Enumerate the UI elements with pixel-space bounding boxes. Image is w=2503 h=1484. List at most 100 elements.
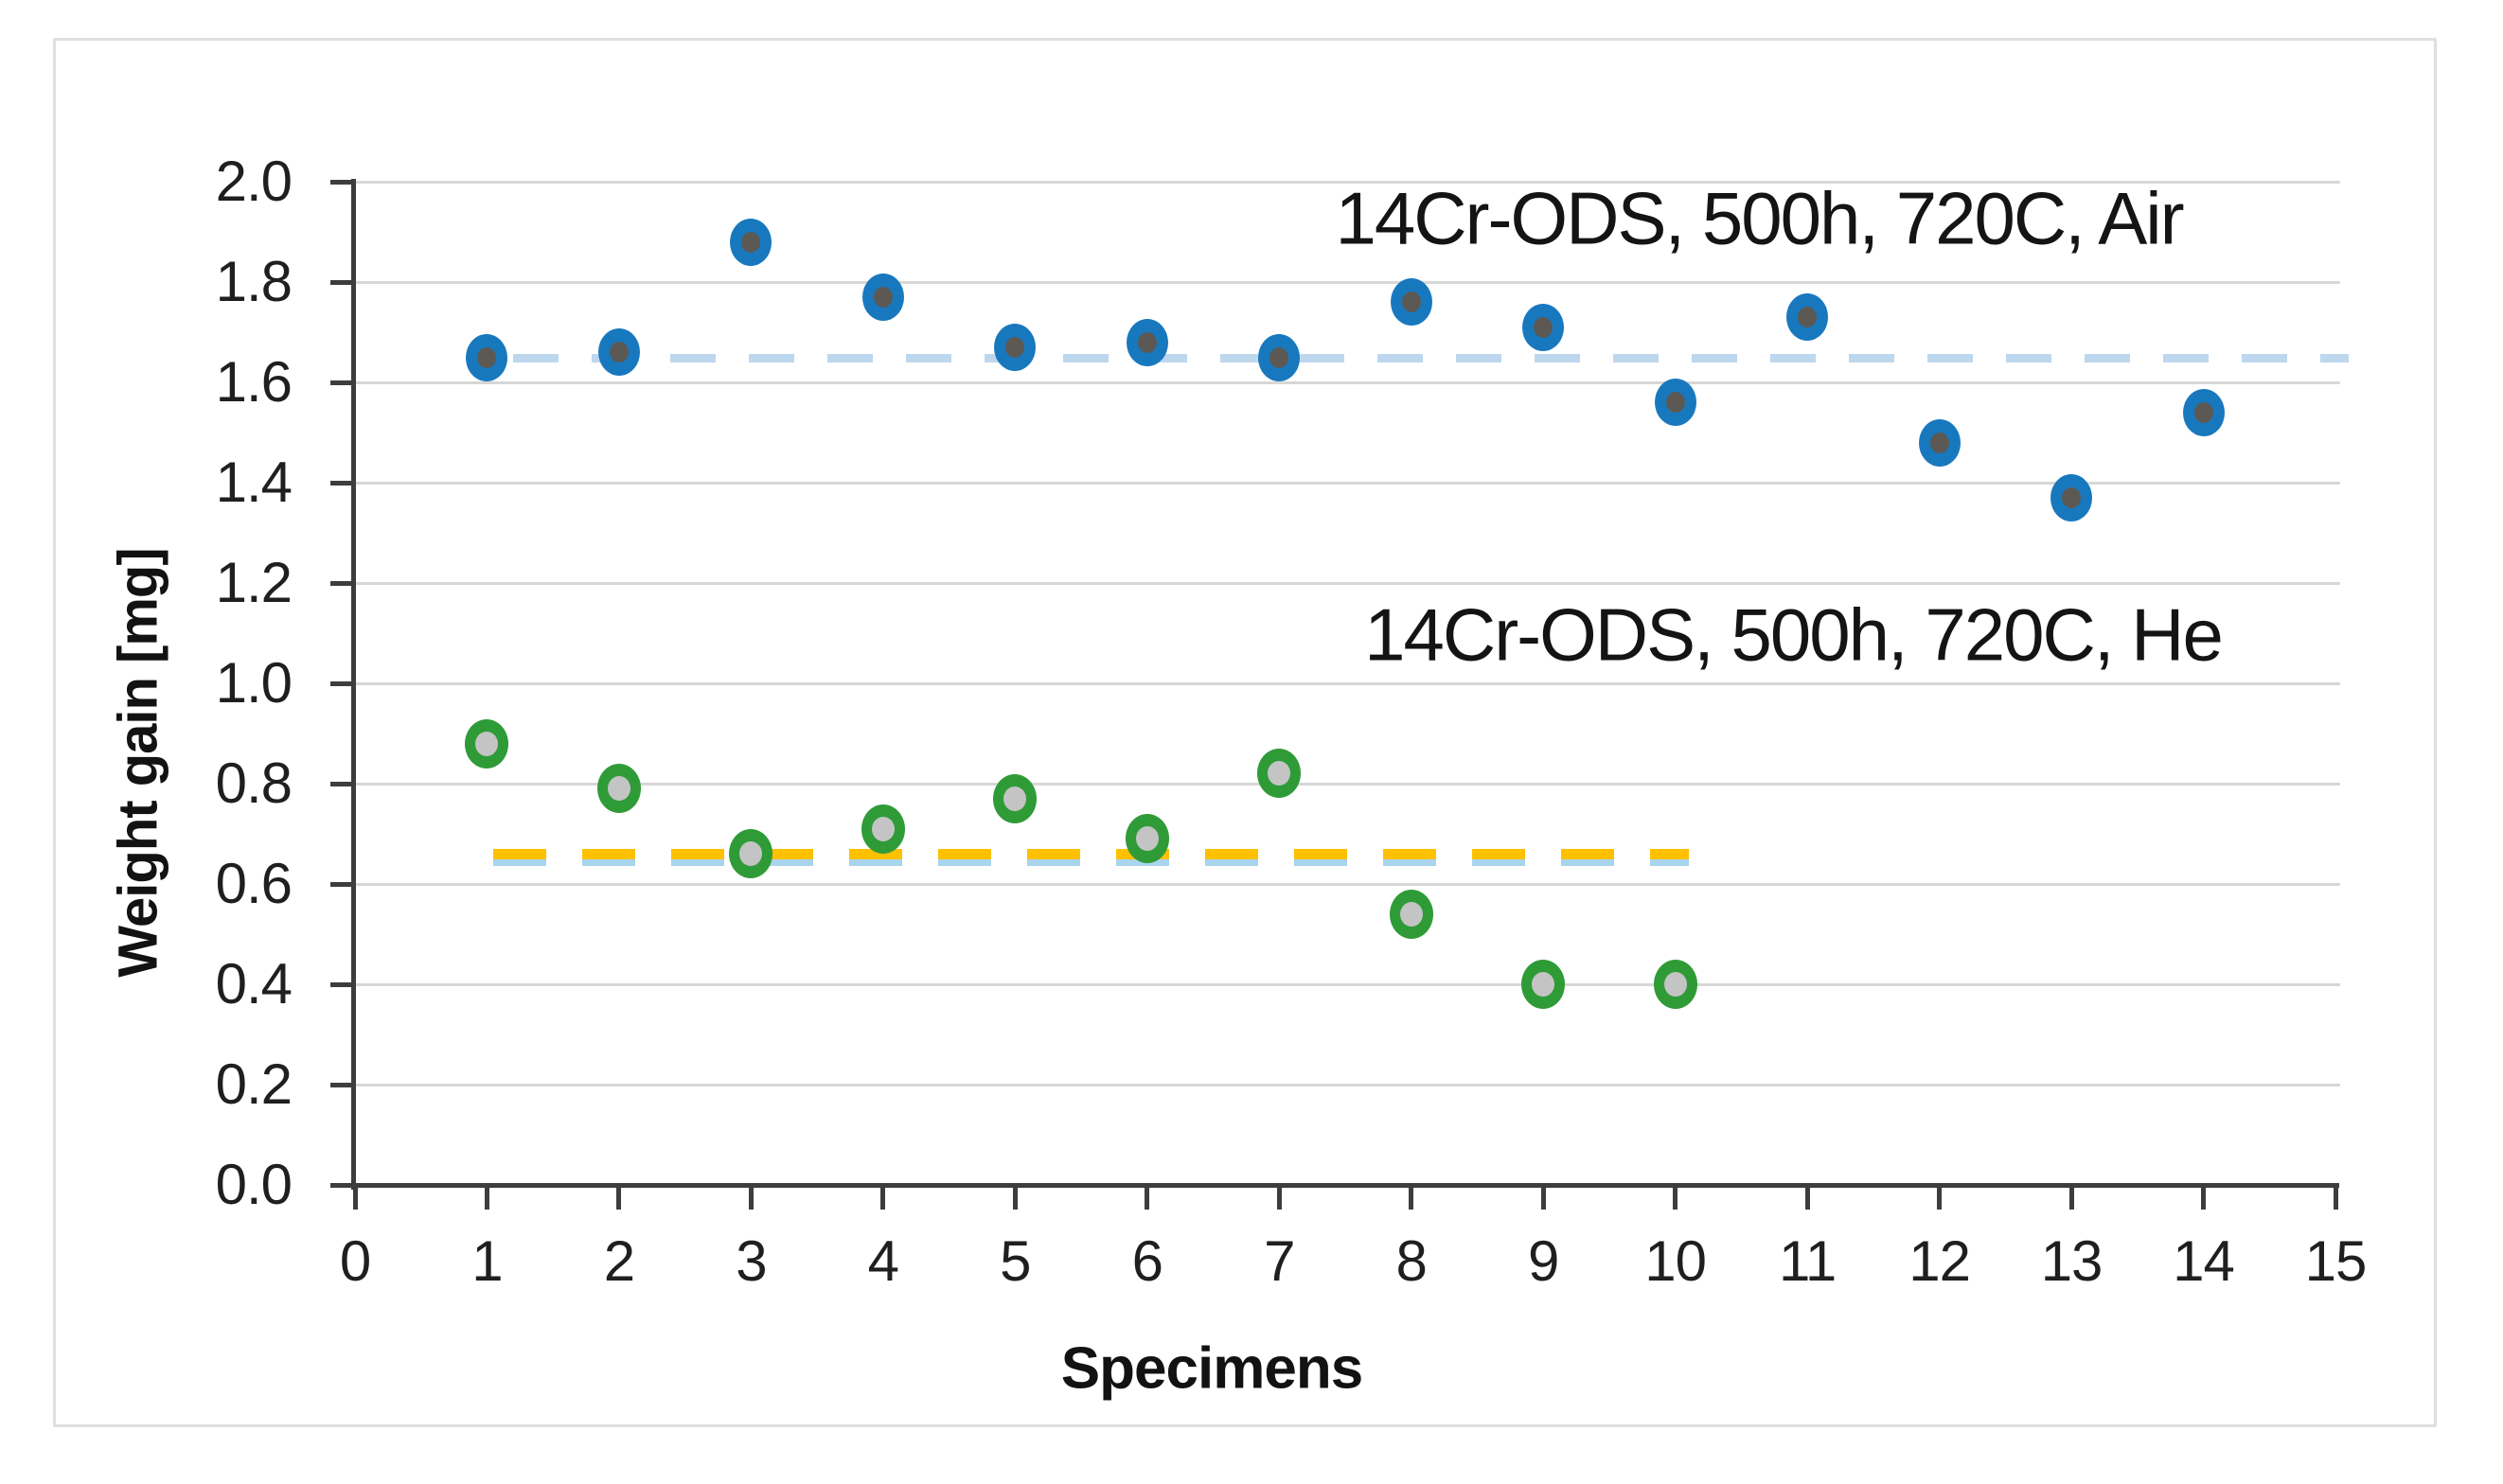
x-tick	[484, 1185, 489, 1210]
x-tick	[2201, 1185, 2207, 1210]
data-point-air	[1126, 318, 1168, 366]
data-point-air-core	[2193, 401, 2213, 423]
x-tick	[748, 1185, 754, 1210]
x-tick	[1409, 1185, 1414, 1210]
x-tick-label: 7	[1264, 1229, 1295, 1293]
x-tick-label: 4	[867, 1229, 899, 1293]
data-point-air-core	[1929, 432, 1949, 453]
data-point-he-core	[871, 816, 895, 841]
x-tick	[1540, 1185, 1546, 1210]
y-tick	[330, 580, 353, 586]
y-tick-label: 1.4	[215, 450, 293, 514]
data-point-air	[466, 333, 508, 381]
series-label-he: 14Cr-ODS, 500h, 720C, He	[1364, 592, 2224, 677]
y-tick	[330, 279, 353, 285]
data-point-air-core	[1005, 336, 1025, 358]
gridline	[355, 380, 2340, 384]
x-tick	[616, 1185, 622, 1210]
y-tick-label: 0.8	[215, 751, 293, 815]
data-point-he	[1521, 960, 1566, 1009]
data-point-air	[2050, 473, 2093, 521]
gridline	[355, 782, 2340, 786]
y-tick	[330, 881, 353, 887]
data-point-he-core	[1399, 901, 1423, 927]
y-tick-label: 1.6	[215, 350, 293, 414]
gridline	[355, 681, 2340, 685]
gridline	[355, 1083, 2340, 1086]
data-point-air-core	[1269, 346, 1289, 368]
data-point-he-core	[607, 776, 630, 802]
y-tick	[330, 179, 353, 185]
data-point-air-core	[477, 346, 497, 368]
gridline	[355, 882, 2340, 886]
air-mean-line	[513, 353, 2349, 362]
x-axis-line	[351, 1183, 2339, 1188]
data-point-he-core	[1003, 786, 1027, 811]
data-point-he-core	[1135, 826, 1159, 852]
gridline	[355, 280, 2340, 284]
x-tick-label: 0	[339, 1229, 371, 1293]
x-tick-label: 14	[2173, 1229, 2235, 1293]
x-tick	[2068, 1185, 2074, 1210]
y-tick-label: 0.4	[215, 952, 293, 1016]
y-tick	[330, 680, 353, 686]
data-point-air	[994, 323, 1037, 371]
x-tick-label: 12	[1908, 1229, 1971, 1293]
x-tick	[2333, 1185, 2338, 1210]
y-tick-label: 1.0	[215, 651, 293, 715]
x-tick-label: 5	[1000, 1229, 1031, 1293]
data-point-air	[1258, 333, 1301, 381]
y-tick	[330, 1082, 353, 1087]
data-point-air-core	[1137, 331, 1157, 353]
gridline	[355, 180, 2340, 184]
gridline	[355, 982, 2340, 986]
x-axis-title: Specimens	[1060, 1335, 1363, 1402]
data-point-air-core	[609, 342, 629, 363]
data-point-he	[993, 773, 1038, 823]
data-point-air-core	[1798, 307, 1818, 328]
gridline	[355, 581, 2340, 585]
x-tick-label: 3	[736, 1229, 767, 1293]
data-point-he-core	[1663, 972, 1687, 997]
x-tick-label: 6	[1131, 1229, 1163, 1293]
y-tick-label: 1.8	[215, 250, 293, 313]
x-tick	[1276, 1185, 1282, 1210]
he-mean-line-shadow	[493, 859, 1689, 867]
data-point-air-core	[1665, 392, 1685, 414]
data-point-air	[1522, 303, 1565, 351]
x-tick-label: 1	[471, 1229, 503, 1293]
gridline	[355, 481, 2340, 485]
data-point-air	[2182, 388, 2225, 436]
x-tick	[880, 1185, 886, 1210]
x-tick-label: 11	[1778, 1229, 1837, 1293]
data-point-air	[1390, 278, 1432, 327]
data-point-air	[730, 218, 772, 266]
y-tick-label: 0.0	[215, 1153, 293, 1216]
data-point-he	[1125, 814, 1169, 864]
y-tick	[330, 781, 353, 786]
data-point-air	[1654, 379, 1696, 427]
y-tick	[330, 981, 353, 987]
data-point-he	[729, 829, 773, 879]
x-tick	[352, 1185, 358, 1210]
data-point-he-core	[739, 841, 763, 867]
data-point-air	[1786, 293, 1829, 342]
y-tick	[330, 1182, 353, 1188]
y-tick-label: 0.2	[215, 1052, 293, 1116]
data-point-he	[596, 764, 641, 814]
data-point-air-core	[1401, 292, 1421, 313]
data-point-he-core	[475, 731, 499, 756]
x-tick	[1012, 1185, 1018, 1210]
y-axis-line	[351, 179, 356, 1190]
data-point-he	[1257, 749, 1302, 799]
x-tick-label: 10	[1644, 1229, 1707, 1293]
data-point-air-core	[873, 286, 893, 308]
data-point-he-core	[1532, 972, 1555, 997]
series-label-air: 14Cr-ODS, 500h, 720C, Air	[1335, 176, 2184, 260]
x-tick	[1145, 1185, 1150, 1210]
y-tick-label: 2.0	[215, 150, 293, 213]
data-point-he	[861, 804, 905, 854]
y-tick	[330, 380, 353, 385]
data-point-air	[597, 328, 640, 377]
y-tick	[330, 480, 353, 486]
